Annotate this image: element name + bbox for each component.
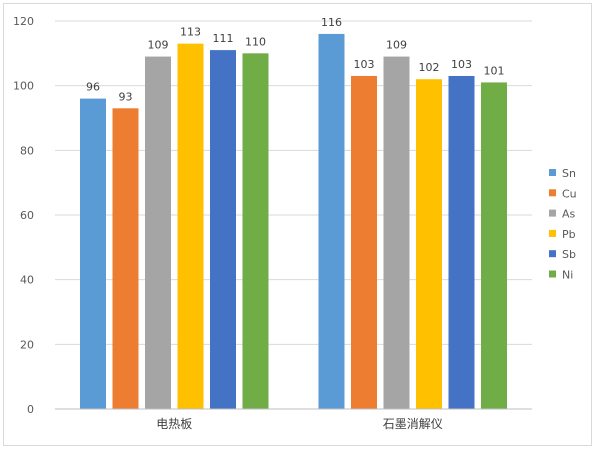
legend: Sn Cu As Pb Sb Ni: [549, 167, 577, 282]
legend-label-sb: Sb: [562, 248, 576, 261]
legend-label-sn: Sn: [562, 167, 576, 180]
data-label: 96: [86, 81, 100, 94]
data-label: 113: [180, 26, 201, 39]
bar-cu-0: [112, 108, 139, 410]
data-label: 109: [148, 39, 169, 52]
data-label: 110: [245, 35, 266, 48]
bar-sn-0: [80, 98, 106, 409]
legend-label-ni: Ni: [562, 269, 573, 282]
y-tick-label: 40: [20, 274, 34, 287]
legend-swatch-as: [549, 209, 556, 217]
y-tick-label: 80: [20, 144, 34, 157]
y-tick-label: 60: [20, 209, 34, 222]
legend-swatch-sn: [549, 169, 556, 176]
bar-pb-1: [416, 79, 442, 409]
data-label: 102: [419, 61, 440, 74]
data-label: 101: [484, 64, 505, 77]
data-labels: 96 93 109 113 111 110 116 103 109 102 103 101: [86, 16, 505, 103]
legend-swatch-cu: [549, 189, 556, 197]
legend-label-as: As: [562, 208, 576, 221]
bar-cu-1: [351, 75, 377, 409]
legend-swatch-sb: [549, 250, 556, 258]
bar-ni-0: [242, 53, 269, 409]
bar-sb-1: [448, 75, 475, 409]
x-category-label: 电热板: [156, 417, 192, 431]
y-tick-label: 120: [13, 15, 34, 28]
x-axis: 电热板 石墨消解仪: [55, 408, 532, 431]
legend-swatch-pb: [549, 229, 556, 237]
bar-ni-1: [481, 82, 507, 409]
legend-label-cu: Cu: [562, 187, 577, 200]
bar-sn-1: [318, 33, 345, 409]
data-label: 116: [321, 16, 342, 29]
bars: [80, 33, 507, 410]
legend-swatch-ni: [549, 270, 556, 278]
y-tick-label: 100: [13, 80, 34, 93]
data-label: 109: [386, 39, 407, 52]
y-tick-label: 20: [20, 338, 34, 351]
y-axis-ticks: 0 20 40 60 80 100 120: [13, 15, 34, 416]
x-category-label: 石墨消解仪: [383, 417, 443, 431]
data-label: 103: [354, 58, 375, 71]
y-tick-label: 0: [27, 403, 34, 416]
bar-sb-0: [210, 50, 236, 409]
bar-as-1: [383, 56, 410, 410]
data-label: 111: [213, 32, 234, 45]
bar-pb-0: [177, 43, 204, 410]
bar-as-0: [145, 56, 171, 410]
data-label: 93: [119, 90, 133, 103]
data-label: 103: [451, 58, 472, 71]
legend-label-pb: Pb: [562, 228, 576, 241]
